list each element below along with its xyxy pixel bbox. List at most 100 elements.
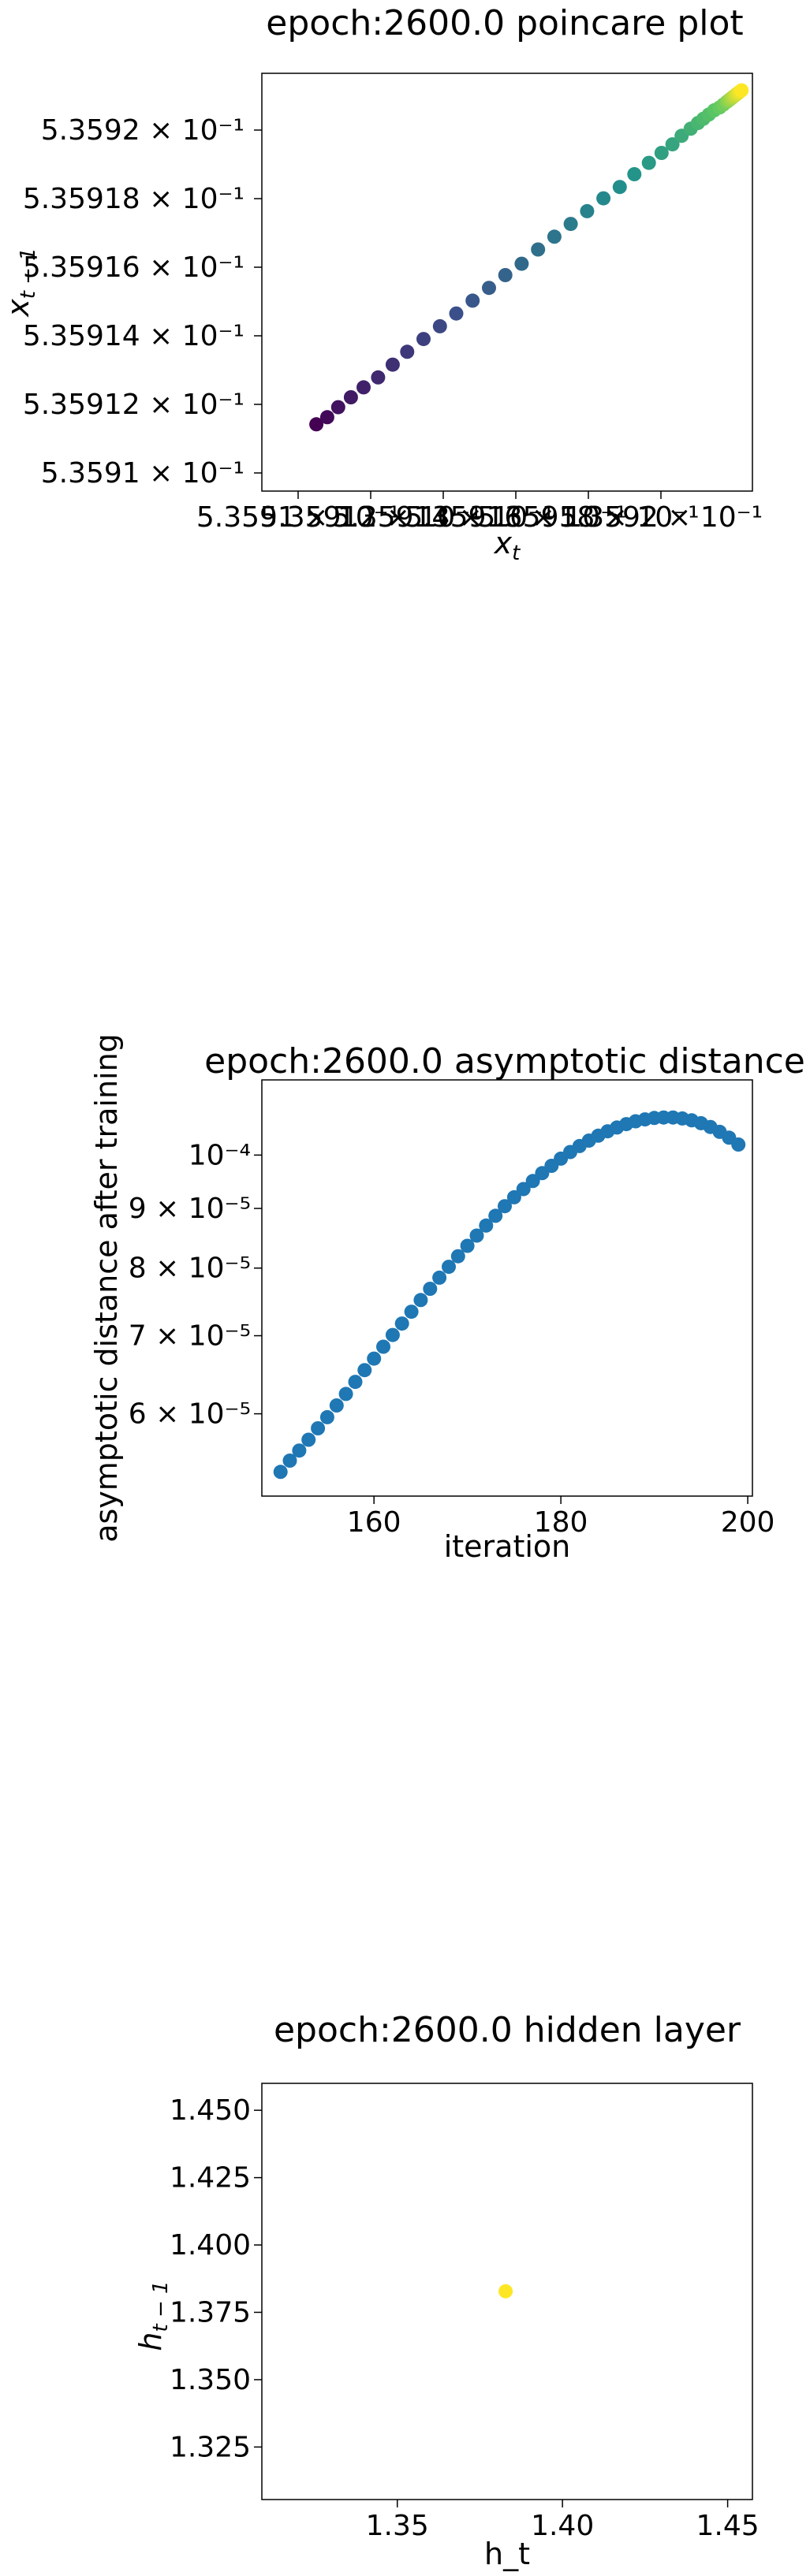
y-tick-label: 10⁻⁴: [189, 1139, 251, 1171]
data-point: [376, 1339, 390, 1354]
data-point: [627, 167, 642, 181]
data-point: [460, 1238, 475, 1253]
data-point: [498, 268, 513, 282]
x-tick-label: 5.3592 × 10⁻¹: [559, 501, 763, 534]
x-tick-label: 5.35914 × 10⁻¹: [332, 501, 554, 534]
data-point: [385, 1327, 400, 1342]
data-point: [654, 146, 669, 160]
data-point: [488, 1208, 503, 1223]
data-point: [531, 242, 546, 257]
data-point: [432, 1270, 447, 1285]
data-point: [514, 256, 529, 271]
hidden-layer-x-label: h_t: [484, 2537, 530, 2571]
data-point: [356, 380, 371, 395]
y-tick-label: 9 × 10⁻⁵: [129, 1193, 251, 1225]
y-tick-label: 1.350: [170, 2364, 251, 2396]
data-point: [612, 180, 627, 195]
x-tick-label: 200: [721, 1506, 775, 1539]
x-tick-label: 160: [347, 1506, 401, 1539]
asymptotic-distance-plot: epoch:2600.0 asymptotic distance 160 180 2…: [89, 1033, 805, 1564]
data-point: [338, 1387, 353, 1402]
y-tick-label: 5.3592 × 10⁻¹: [41, 114, 244, 147]
asymptotic-distance-x-label: iteration: [444, 1529, 571, 1564]
poincare-plot-y-ticks: 5.3592 × 10⁻¹ 5.35918 × 10⁻¹ 5.35916 × 1…: [23, 114, 262, 490]
x-tick-label: 180: [534, 1506, 588, 1539]
poincare-plot-x-label: xt: [494, 526, 521, 565]
x-tick-label: 5.35918 × 10⁻¹: [477, 501, 699, 534]
data-point: [498, 2284, 513, 2299]
data-point: [416, 332, 431, 347]
asymptotic-distance-frame: [261, 1079, 753, 1497]
data-point: [665, 137, 680, 152]
data-point: [449, 306, 464, 321]
asymptotic-distance-y-label: asymptotic distance after training: [89, 1033, 124, 1543]
data-point: [641, 155, 656, 170]
asymptotic-distance-points: [273, 1110, 746, 1480]
data-point: [450, 1249, 465, 1264]
data-point: [319, 1409, 334, 1424]
data-point: [413, 1293, 428, 1308]
data-point: [330, 400, 345, 415]
data-point: [498, 1199, 512, 1214]
data-point: [343, 390, 358, 404]
hidden-layer-plot: epoch:2600.0 hidden layer 1.35 1.40 1.45 1…: [133, 2010, 760, 2571]
y-tick-label: 5.35914 × 10⁻¹: [23, 320, 244, 352]
data-point: [311, 1421, 326, 1435]
x-tick-label: 5.35912 × 10⁻¹: [259, 501, 481, 534]
x-tick-label: 1.40: [531, 2510, 594, 2542]
asymptotic-distance-x-ticks: 160 180 200: [347, 1496, 775, 1539]
x-tick-label: 1.45: [696, 2510, 760, 2542]
data-point: [292, 1443, 307, 1458]
data-point: [482, 281, 496, 296]
x-tick-label: 1.35: [366, 2510, 429, 2542]
data-point: [506, 1189, 521, 1204]
y-tick-label: 1.400: [170, 2229, 251, 2261]
y-tick-label: 8 × 10⁻⁵: [129, 1253, 251, 1285]
data-point: [734, 83, 749, 98]
data-point: [442, 1260, 456, 1275]
data-point: [301, 1432, 316, 1447]
y-tick-label: 1.450: [170, 2094, 251, 2127]
poincare-plot-points: [309, 83, 749, 432]
hidden-layer-title: epoch:2600.0 hidden layer: [274, 2010, 741, 2050]
y-tick-label: 1.375: [170, 2296, 251, 2328]
data-point: [525, 1174, 540, 1189]
poincare-plot: epoch:2600.0 poincare plot 5.3592 × 10⁻¹…: [1, 3, 763, 565]
data-point: [479, 1218, 494, 1233]
data-point: [367, 1351, 382, 1366]
poincare-plot-x-ticks: 5.3591 × 10⁻¹ 5.35912 × 10⁻¹ 5.35914 × 1…: [196, 491, 763, 534]
data-point: [516, 1182, 531, 1197]
hidden-layer-y-label: ht − 1: [133, 2280, 173, 2351]
x-tick-label: 5.3591 × 10⁻¹: [196, 501, 400, 534]
data-point: [329, 1398, 344, 1413]
hidden-layer-y-ticks: 1.325 1.350 1.375 1.400 1.425 1.450: [170, 2094, 262, 2463]
data-point: [596, 191, 611, 206]
y-tick-label: 5.35916 × 10⁻¹: [23, 251, 244, 284]
data-point: [563, 217, 578, 232]
data-point: [423, 1282, 438, 1296]
data-point: [319, 410, 334, 425]
data-point: [309, 417, 324, 432]
y-tick-label: 7 × 10⁻⁵: [129, 1320, 251, 1353]
data-point: [348, 1375, 363, 1390]
data-point: [357, 1363, 372, 1378]
y-tick-label: 5.3591 × 10⁻¹: [41, 457, 244, 490]
data-point: [394, 1316, 409, 1331]
data-point: [400, 344, 415, 359]
data-point: [731, 1137, 746, 1152]
asymptotic-distance-y-ticks: 6 × 10⁻⁵ 7 × 10⁻⁵ 8 × 10⁻⁵ 9 × 10⁻⁵ 10⁻⁴: [129, 1139, 262, 1431]
poincare-plot-y-label: xt − 1: [1, 248, 40, 318]
y-tick-label: 5.35918 × 10⁻¹: [23, 183, 244, 215]
data-point: [432, 318, 447, 333]
asymptotic-distance-title: epoch:2600.0 asymptotic distance: [204, 1041, 805, 1081]
data-point: [465, 293, 480, 308]
data-point: [469, 1228, 484, 1243]
data-point: [547, 229, 562, 244]
y-tick-label: 6 × 10⁻⁵: [129, 1398, 251, 1431]
data-point: [282, 1454, 297, 1468]
poincare-plot-title: epoch:2600.0 poincare plot: [266, 3, 743, 43]
data-point: [371, 370, 386, 385]
data-point: [273, 1465, 288, 1480]
data-point: [404, 1305, 419, 1320]
